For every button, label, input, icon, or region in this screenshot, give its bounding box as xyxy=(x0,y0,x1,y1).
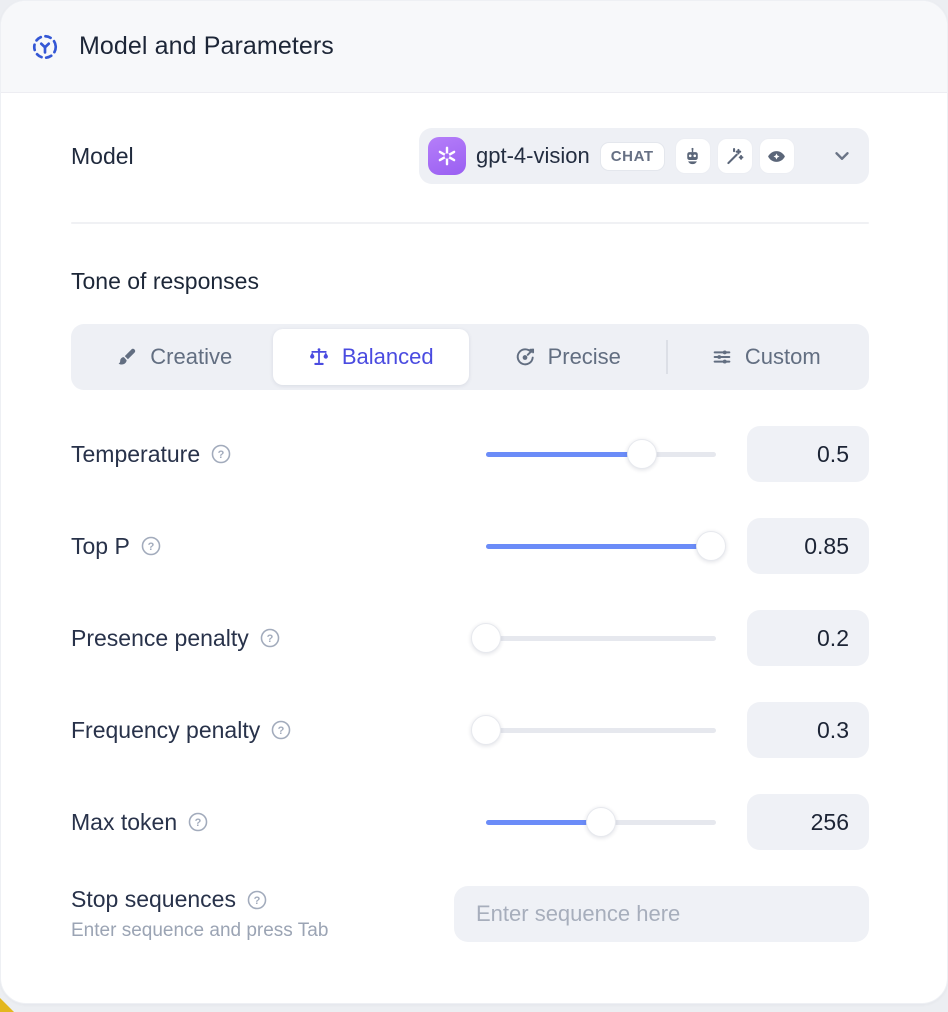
slider-thumb[interactable] xyxy=(471,715,501,745)
segment-separator xyxy=(665,340,668,374)
tone-option-precise[interactable]: Precise xyxy=(469,329,666,385)
balance-scale-icon xyxy=(309,348,328,366)
top-p-value[interactable]: 0.85 xyxy=(747,518,869,574)
param-label-text: Temperature xyxy=(71,440,201,467)
param-label-text: Top P xyxy=(71,532,130,559)
help-icon[interactable]: ? xyxy=(259,627,281,649)
svg-text:?: ? xyxy=(278,725,285,737)
svg-text:?: ? xyxy=(195,817,202,829)
slider-track xyxy=(486,636,716,641)
slider-thumb[interactable] xyxy=(696,531,727,561)
slider-fill xyxy=(486,452,643,457)
top-p-slider[interactable] xyxy=(486,531,727,561)
tone-option-creative[interactable]: Creative xyxy=(76,329,273,385)
presence-penalty-row: Presence penalty ? 0.2 xyxy=(71,610,869,666)
panel-header: Model and Parameters xyxy=(1,1,947,93)
chevron-down-icon xyxy=(835,152,849,160)
param-label-text: Presence penalty xyxy=(71,624,249,651)
slider-fill xyxy=(486,820,601,825)
presence-penalty-slider[interactable] xyxy=(471,623,716,653)
selected-model-name: gpt-4-vision xyxy=(476,143,590,168)
frequency-penalty-label: Frequency penalty ? xyxy=(71,717,486,744)
target-icon xyxy=(516,348,534,366)
section-divider xyxy=(71,222,869,224)
stop-sequences-row: Stop sequences ? Enter sequence and pres… xyxy=(71,886,869,942)
param-label-text: Max token xyxy=(71,808,178,835)
top-p-row: Top P ? 0.85 xyxy=(71,518,869,574)
slider-track xyxy=(486,728,716,733)
slider-thumb[interactable] xyxy=(627,439,658,469)
frequency-penalty-row: Frequency penalty ? 0.3 xyxy=(71,702,869,758)
model-label: Model xyxy=(71,142,134,169)
vision-eye-icon xyxy=(758,138,795,174)
frequency-penalty-slider[interactable] xyxy=(471,715,716,745)
tone-option-label: Custom xyxy=(744,344,821,369)
max-token-value[interactable]: 256 xyxy=(747,794,869,850)
presence-penalty-label: Presence penalty ? xyxy=(71,625,486,652)
top-p-label: Top P ? xyxy=(71,533,486,560)
temperature-label: Temperature ? xyxy=(71,441,486,468)
svg-text:?: ? xyxy=(266,633,273,645)
panel-title: Model and Parameters xyxy=(79,32,334,60)
temperature-value[interactable]: 0.5 xyxy=(747,426,869,482)
param-label-text: Frequency penalty xyxy=(71,716,261,743)
tone-option-label: Balanced xyxy=(341,344,434,369)
stop-sequence-input[interactable] xyxy=(454,886,869,942)
help-icon[interactable]: ? xyxy=(140,535,162,557)
slider-thumb[interactable] xyxy=(586,807,616,837)
paintbrush-icon xyxy=(118,348,136,365)
svg-text:?: ? xyxy=(218,449,225,461)
tone-heading: Tone of responses xyxy=(71,268,259,294)
help-icon[interactable]: ? xyxy=(246,889,268,911)
robot-icon xyxy=(674,138,711,174)
slider-thumb[interactable] xyxy=(471,623,501,653)
temperature-slider[interactable] xyxy=(486,439,716,469)
svg-text:?: ? xyxy=(254,894,261,906)
stop-sequences-label: Stop sequences xyxy=(71,886,236,912)
temperature-row: Temperature ? 0.5 xyxy=(71,426,869,482)
presence-penalty-value[interactable]: 0.2 xyxy=(747,610,869,666)
tone-option-label: Creative xyxy=(150,344,233,369)
model-row: Model gpt-4-visi xyxy=(71,128,869,184)
model-select-dropdown[interactable]: gpt-4-vision CHAT xyxy=(419,128,869,184)
openai-logo xyxy=(428,137,466,175)
stop-sequences-labels: Stop sequences ? Enter sequence and pres… xyxy=(71,886,454,942)
openai-knot-glyph xyxy=(438,146,456,166)
tone-option-custom[interactable]: Custom xyxy=(668,329,865,385)
tone-option-balanced[interactable]: Balanced xyxy=(272,329,469,385)
help-icon[interactable]: ? xyxy=(187,811,209,833)
model-type-badge: CHAT xyxy=(599,141,665,171)
model-hub-icon xyxy=(32,34,58,59)
magic-wand-icon xyxy=(716,138,753,174)
help-icon[interactable]: ? xyxy=(210,443,232,465)
help-icon[interactable]: ? xyxy=(270,719,292,741)
max-token-slider[interactable] xyxy=(486,807,716,837)
sliders-icon xyxy=(713,350,731,364)
tone-segmented-control: Creative Balanced xyxy=(71,324,869,390)
max-token-label: Max token ? xyxy=(71,809,486,836)
stop-sequences-helper: Enter sequence and press Tab xyxy=(71,920,329,941)
svg-text:?: ? xyxy=(147,541,154,553)
tone-option-label: Precise xyxy=(547,344,621,369)
max-token-row: Max token ? 256 xyxy=(71,794,869,850)
slider-fill xyxy=(486,544,712,549)
frequency-penalty-value[interactable]: 0.3 xyxy=(747,702,869,758)
